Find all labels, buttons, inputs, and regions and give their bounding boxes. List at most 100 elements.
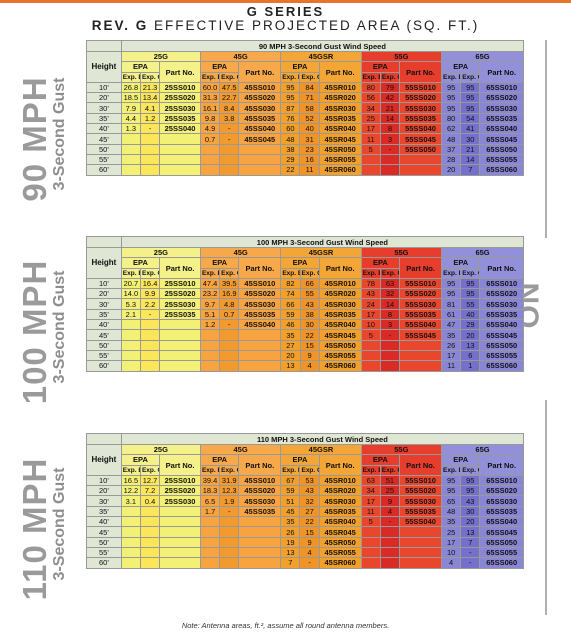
part-number-cell: 65SS060 (479, 557, 524, 569)
exposure-c-header: Exp. C (460, 71, 481, 83)
epa-value-cell: 22.7 (219, 92, 240, 104)
epa-value-cell: 95 (460, 474, 481, 487)
part-number-cell (238, 339, 282, 351)
part-number-cell: 45SR030 (318, 495, 362, 507)
part-number-cell: 65SS045 (479, 329, 524, 341)
part-number-cell (238, 360, 282, 372)
epa-value-cell: 34 (360, 485, 381, 497)
part-number-cell: 65SS035 (479, 112, 524, 125)
height-cell: 30' (86, 102, 122, 114)
part-number-cell (159, 536, 201, 548)
epa-value-cell: 5.1 (199, 308, 221, 321)
table-row: 45' 35 22 45SR045 5-55SS045 35 20 65SS045 (86, 329, 524, 341)
epa-value-cell: 6 (460, 349, 481, 362)
epa-value-cell (360, 526, 381, 538)
epa-value-cell: 60.0 (199, 81, 221, 94)
table-row: 35' 1.7-45SS035 45 27 45SR035 11 4 55SS035 48 30 6… (86, 505, 524, 518)
epa-value-cell (360, 557, 381, 569)
epa-value-cell: 11 (360, 505, 381, 518)
epa-value-cell (120, 143, 141, 155)
part-number-cell: 55SS035 (399, 112, 443, 125)
epa-value-cell: 55 (299, 288, 320, 300)
part-number-cell: 45SR050 (318, 339, 362, 351)
epa-value-cell: 34 (360, 102, 381, 114)
epa-value-cell (139, 349, 161, 362)
part-number-cell: 45SR010 (318, 277, 362, 290)
epa-value-cell: - (219, 319, 240, 331)
epa-header: EPA (280, 454, 320, 466)
epa-value-cell: 5 (360, 143, 381, 155)
epa-value-cell: 31 (299, 133, 320, 145)
part-number-cell: 45SS035 (238, 505, 282, 518)
epa-header: EPA (441, 257, 481, 269)
part-number-cell: 55SS020 (399, 92, 443, 104)
part-number-cell (238, 329, 282, 341)
epa-value-cell: 35 (441, 516, 462, 528)
epa-value-cell (139, 516, 161, 528)
height-cell: 40' (86, 123, 122, 135)
epa-value-cell: 35 (280, 329, 301, 341)
part-number-cell (238, 164, 282, 176)
part-number-cell (159, 339, 201, 351)
gust-side-label: 3-Second Gust (51, 467, 68, 581)
part-number-cell (399, 360, 443, 372)
revision-label: REV. G (91, 18, 149, 33)
model-header-g65: 65G (441, 246, 524, 259)
epa-value-cell: 3 (379, 319, 401, 331)
part-number-cell: 45SS030 (238, 495, 282, 507)
model-header-g45: 45G (199, 50, 282, 63)
epa-header: EPA (199, 257, 240, 269)
part-number-cell (399, 349, 443, 362)
part-number-cell: 45SR040 (318, 319, 362, 331)
epa-value-cell: 17 (441, 536, 462, 548)
part-number-cell: 65SS050 (479, 536, 524, 548)
model-header-g45: 45G (199, 246, 282, 259)
part-number-cell: 25SS030 (159, 102, 201, 114)
epa-value-cell: 2.1 (120, 308, 141, 321)
epa-value-cell: 16.5 (120, 474, 141, 487)
epa-value-cell (199, 349, 221, 362)
epa-value-cell (199, 546, 221, 559)
epa-value-cell: 14 (460, 153, 481, 166)
epa-value-cell (139, 526, 161, 538)
epa-value-cell (219, 557, 240, 569)
wind-speed-header: 110 MPH 3-Second Gust Wind Speed (120, 433, 525, 445)
part-number-cell (399, 557, 443, 569)
epa-value-cell (199, 526, 221, 538)
epa-value-cell (139, 505, 161, 518)
height-cell: 45' (86, 526, 122, 538)
epa-value-cell: 8 (379, 123, 401, 135)
epa-value-cell: 51 (379, 474, 401, 487)
epa-value-cell: 35 (280, 516, 301, 528)
model-header-g45: 45G (199, 443, 282, 456)
epa-value-cell: 95 (460, 288, 481, 300)
model-header-g55: 55G (360, 246, 443, 259)
epa-value-cell: 27 (280, 339, 301, 351)
epa-value-cell (360, 536, 381, 548)
epa-value-cell (379, 339, 401, 351)
epa-header: EPA (120, 257, 161, 269)
epa-value-cell (120, 329, 141, 341)
part-number-cell: 45SR060 (318, 164, 362, 176)
epa-value-cell (139, 360, 161, 372)
epa-value-cell: 24 (360, 298, 381, 310)
epa-value-cell: 13 (460, 339, 481, 351)
part-number-cell: 55SS010 (399, 474, 443, 487)
epa-value-cell: 4 (441, 557, 462, 569)
epa-value-cell: 76 (280, 112, 301, 125)
part-number-cell: 45SS020 (238, 92, 282, 104)
epa-value-cell (139, 546, 161, 559)
epa-value-cell (219, 143, 240, 155)
epa-value-cell: 95 (460, 277, 481, 290)
epa-value-cell: 80 (441, 112, 462, 125)
part-number-cell: 45SS010 (238, 474, 282, 487)
epa-value-cell (360, 349, 381, 362)
exposure-c-header: Exp. C (219, 464, 240, 476)
epa-value-cell: 71 (299, 92, 320, 104)
table-corner (86, 236, 122, 248)
epa-value-cell (120, 133, 141, 145)
exposure-b-header: Exp. B (280, 71, 301, 83)
part-number-cell (238, 557, 282, 569)
epa-value-cell (120, 505, 141, 518)
part-number-cell (238, 516, 282, 528)
